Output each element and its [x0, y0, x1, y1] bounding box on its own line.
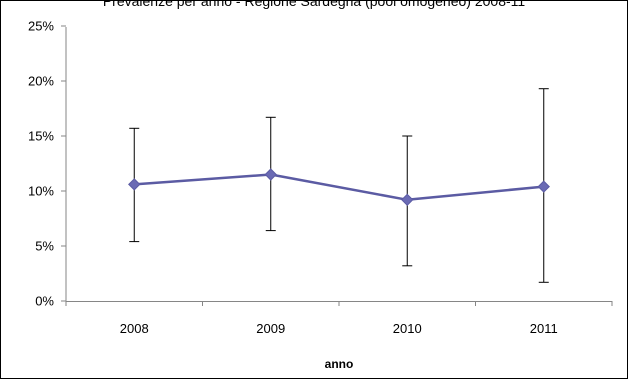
y-tick-label: 25%	[28, 19, 54, 34]
data-point-marker	[537, 180, 550, 193]
x-tick-label: 2008	[120, 321, 149, 336]
chart-title: Prevalenze per anno - Regione Sardegna (…	[102, 0, 526, 9]
x-tick-label: 2009	[256, 321, 285, 336]
data-point-marker	[128, 178, 141, 191]
x-tick-label: 2011	[530, 321, 558, 336]
x-axis-title: anno	[325, 357, 354, 371]
x-tick-label: 2010	[393, 321, 422, 336]
series-line	[134, 173, 544, 202]
y-tick-label: 20%	[28, 74, 54, 89]
data-point-marker	[401, 193, 414, 207]
y-tick-label: 0%	[35, 294, 54, 309]
y-tick-label: 10%	[28, 184, 54, 199]
y-tick-label: 5%	[35, 239, 54, 254]
data-point-marker	[264, 168, 277, 181]
y-tick-label: 15%	[28, 129, 54, 144]
